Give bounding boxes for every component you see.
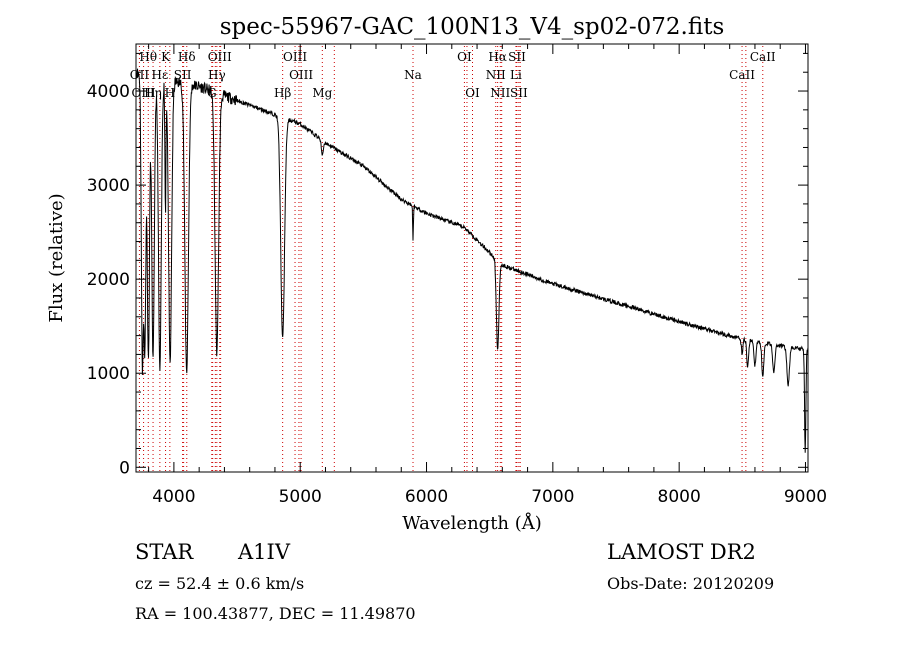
plot-frame: [135, 43, 809, 473]
redshift-readout: cz = 52.4 ± 0.6 km/s: [135, 574, 305, 593]
x-tick-label: 4000: [152, 487, 195, 507]
object-class: STAR: [135, 540, 194, 564]
line-marker-label: OIII: [208, 50, 232, 64]
obs-date: Obs-Date: 20120209: [607, 574, 775, 593]
line-marker-label: Hδ: [178, 50, 196, 64]
line-marker-label: Na: [404, 68, 422, 82]
line-marker-label: OII: [130, 68, 150, 82]
line-marker-label: NII: [486, 68, 506, 82]
line-marker-label: Hε: [152, 68, 169, 82]
line-marker-label: Mg: [312, 86, 332, 100]
line-marker-label: OI: [457, 50, 472, 64]
y-tick-label: 3000: [87, 176, 130, 196]
line-marker-label: Hθ: [139, 50, 157, 64]
x-tick-label: 7000: [531, 487, 574, 507]
coordinates-readout: RA = 100.43877, DEC = 11.49870: [135, 604, 416, 623]
object-subclass: A1IV: [238, 540, 290, 564]
line-marker-label: Hγ: [208, 68, 226, 82]
y-tick-label: 4000: [87, 82, 130, 102]
line-marker-label: OIII: [289, 68, 313, 82]
line-marker-label: OIII: [132, 86, 156, 100]
line-marker-label: NII: [490, 86, 510, 100]
y-tick-label: 2000: [87, 270, 130, 290]
line-marker-label: K: [161, 50, 171, 64]
line-marker-label: SII: [174, 68, 192, 82]
line-marker-label: Hα: [488, 50, 507, 64]
line-marker-label: OIII: [283, 50, 307, 64]
line-marker-label: Hβ: [274, 86, 291, 100]
x-tick-label: 8000: [658, 487, 701, 507]
line-marker-label: G: [207, 86, 217, 100]
line-marker-label: H: [165, 86, 175, 100]
y-tick-label: 0: [119, 458, 130, 478]
line-marker-label: OI: [465, 86, 480, 100]
x-tick-label: 9000: [784, 487, 827, 507]
x-axis-label: Wavelength (Å): [402, 512, 542, 534]
line-marker-label: Hη: [144, 86, 162, 100]
line-marker-label: CaII: [750, 50, 776, 64]
x-tick-label: 6000: [405, 487, 448, 507]
line-marker-label: SII: [510, 86, 528, 100]
survey-label: LAMOST DR2: [607, 540, 756, 564]
line-marker-label: CaII: [729, 68, 755, 82]
y-tick-label: 1000: [87, 364, 130, 384]
line-marker-label: SII: [508, 50, 526, 64]
y-axis-label: Flux (relative): [46, 193, 67, 322]
chart-title: spec-55967-GAC_100N13_V4_sp02-072.fits: [220, 14, 725, 40]
line-marker-label: Li: [510, 68, 522, 82]
x-tick-label: 5000: [279, 487, 322, 507]
spectrum-line: [136, 68, 808, 453]
